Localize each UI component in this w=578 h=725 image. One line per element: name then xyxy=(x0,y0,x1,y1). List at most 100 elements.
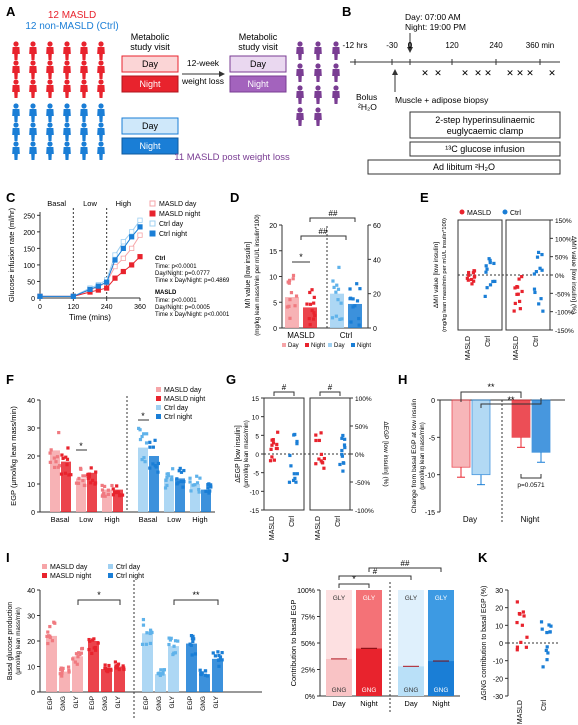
legend-swatch xyxy=(351,343,355,347)
data-point xyxy=(178,466,182,470)
x-label: Basal xyxy=(51,515,70,524)
stats-ctrl-line3: Time x Day/Night: p=0.4869 xyxy=(155,278,230,284)
x-label: MASLD xyxy=(517,700,524,724)
person-icon xyxy=(12,41,20,60)
data-point xyxy=(488,258,492,263)
segment-label-gly: GLY xyxy=(363,595,376,602)
x-label: MASLD xyxy=(315,516,322,540)
right-tick-label: 50% xyxy=(355,424,368,431)
data-point xyxy=(544,648,548,653)
visit-label-1b: study visit xyxy=(130,42,170,52)
data-point xyxy=(293,432,297,437)
person-icon xyxy=(46,122,54,141)
y-tick-label: 20 xyxy=(27,639,35,646)
timeline-tick-label: 360 min xyxy=(526,41,554,50)
data-point xyxy=(349,296,353,300)
y-tick-label: -20 xyxy=(493,676,503,683)
clamp-box xyxy=(409,111,561,139)
y-tick-label: 20 xyxy=(269,223,277,230)
data-point xyxy=(63,471,67,475)
data-point xyxy=(55,455,60,459)
y-tick-label: -5 xyxy=(429,435,435,442)
x-label: High xyxy=(192,515,207,524)
bar-ctrl-day-egp xyxy=(142,633,153,692)
timeline-tick-label: 120 xyxy=(445,41,459,50)
y-tick-label: -10 xyxy=(425,473,435,480)
person-icon xyxy=(314,85,322,104)
y-tick-label: 0 xyxy=(255,452,259,459)
p-value: p=0.0571 xyxy=(517,482,545,489)
data-point xyxy=(285,305,289,309)
data-point xyxy=(275,442,279,447)
data-point xyxy=(540,268,544,272)
data-point xyxy=(271,441,276,445)
data-point xyxy=(162,668,166,672)
legend-swatch xyxy=(282,343,286,347)
x-label: GNG xyxy=(200,696,207,711)
data-point xyxy=(165,475,169,480)
data-point xyxy=(287,278,292,282)
data-point xyxy=(341,469,345,473)
data-point xyxy=(548,630,552,634)
data-point xyxy=(338,317,342,321)
data-point xyxy=(207,491,211,495)
series-point xyxy=(129,234,135,240)
series-point xyxy=(120,268,126,275)
data-point xyxy=(547,623,551,627)
data-point xyxy=(349,320,353,324)
segment-label-gng: GNG xyxy=(362,687,377,694)
data-point xyxy=(319,452,323,456)
data-point xyxy=(549,624,553,628)
data-point xyxy=(485,267,489,271)
x-label: Night xyxy=(521,515,540,524)
data-point xyxy=(515,648,519,652)
legend-label: MASLD day xyxy=(159,201,197,208)
panel-letter-j: J xyxy=(282,550,289,565)
data-point xyxy=(65,463,69,467)
person-icon xyxy=(296,85,304,104)
person-icon xyxy=(29,141,37,160)
data-point xyxy=(467,273,471,277)
bar-gng-masld-day xyxy=(326,658,352,696)
data-point xyxy=(342,461,346,465)
data-point xyxy=(169,636,173,640)
panel-letter-k: K xyxy=(478,550,488,565)
bar-masld-night xyxy=(511,399,531,438)
data-point xyxy=(168,638,173,642)
data-point xyxy=(86,472,90,477)
data-point xyxy=(74,652,79,656)
data-point xyxy=(213,654,218,658)
y-tick-label: 30 xyxy=(27,614,35,621)
x-label: Night xyxy=(432,699,450,708)
glucose-infusion-label: ¹³C glucose infusion xyxy=(445,144,525,154)
y-axis-title: Basal glucose production xyxy=(7,602,14,680)
y-tick-label: -15 xyxy=(425,510,435,517)
data-point xyxy=(294,480,298,484)
data-point xyxy=(100,494,104,498)
data-point xyxy=(156,672,160,676)
data-point xyxy=(473,274,477,278)
data-point xyxy=(216,658,221,662)
data-point xyxy=(485,286,489,290)
legend-swatch xyxy=(42,564,47,569)
person-icon xyxy=(97,103,105,122)
data-point xyxy=(113,660,118,664)
legend-label: Ctrl night xyxy=(116,573,144,580)
data-point xyxy=(339,301,343,305)
sig-bracket xyxy=(309,217,356,222)
bar-masld-night xyxy=(87,472,97,512)
person-icon xyxy=(29,60,37,79)
x-label: EGP xyxy=(143,696,150,710)
x-label: Low xyxy=(167,515,181,524)
y-tick-label: 150 xyxy=(23,246,35,253)
data-point xyxy=(321,461,325,465)
data-point xyxy=(340,448,344,453)
data-point xyxy=(170,475,174,479)
sig-bracket xyxy=(300,235,347,240)
ctrl-day-box xyxy=(121,117,179,135)
data-point xyxy=(148,440,152,444)
bar-gly-ctrl-night xyxy=(428,590,454,662)
data-point xyxy=(189,489,193,493)
data-point xyxy=(189,634,194,638)
sig-bracket xyxy=(338,575,412,580)
